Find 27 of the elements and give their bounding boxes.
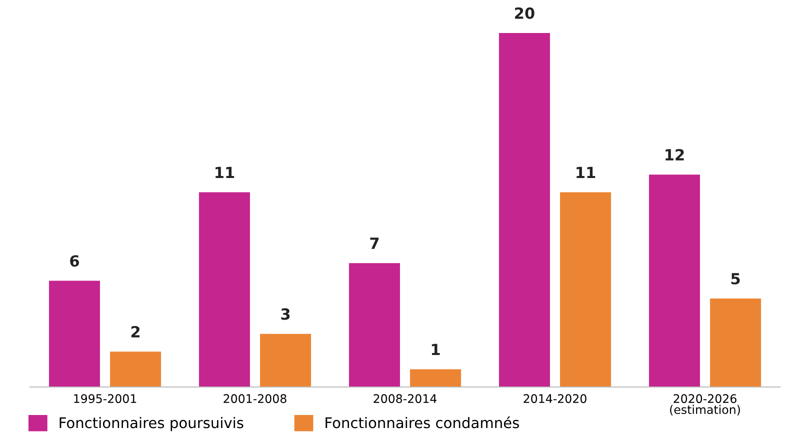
bar xyxy=(410,369,462,387)
x-tick-label: 2020-2026 (estimation) xyxy=(670,394,740,416)
bar xyxy=(560,192,612,387)
bar xyxy=(110,352,162,387)
bar xyxy=(498,33,550,387)
x-tick-label: 2001-2008 xyxy=(224,394,286,404)
x-tick-label: 2008-2014 xyxy=(374,394,437,404)
x-tick-label: 1995-2001 xyxy=(74,394,136,404)
data-label: 12 xyxy=(666,148,684,160)
x-tick-label: 2014-2020 xyxy=(524,394,586,404)
data-label: 1 xyxy=(432,344,440,356)
data-label: 7 xyxy=(370,238,379,249)
data-label: 3 xyxy=(281,308,290,320)
bar xyxy=(710,298,762,387)
bar xyxy=(348,263,400,387)
data-label: 2 xyxy=(131,326,140,338)
legend-label: Fonctionnaires condamnés xyxy=(326,416,519,428)
data-label: 6 xyxy=(70,255,79,267)
legend-label: Fonctionnaires poursuivis xyxy=(60,416,244,432)
bar xyxy=(648,174,700,387)
bar xyxy=(48,280,100,387)
data-label: 5 xyxy=(731,273,740,284)
data-label: 11 xyxy=(576,166,596,178)
bar xyxy=(198,192,250,387)
bar xyxy=(260,334,312,387)
data-label: 11 xyxy=(216,166,234,178)
data-label: 20 xyxy=(515,7,534,19)
